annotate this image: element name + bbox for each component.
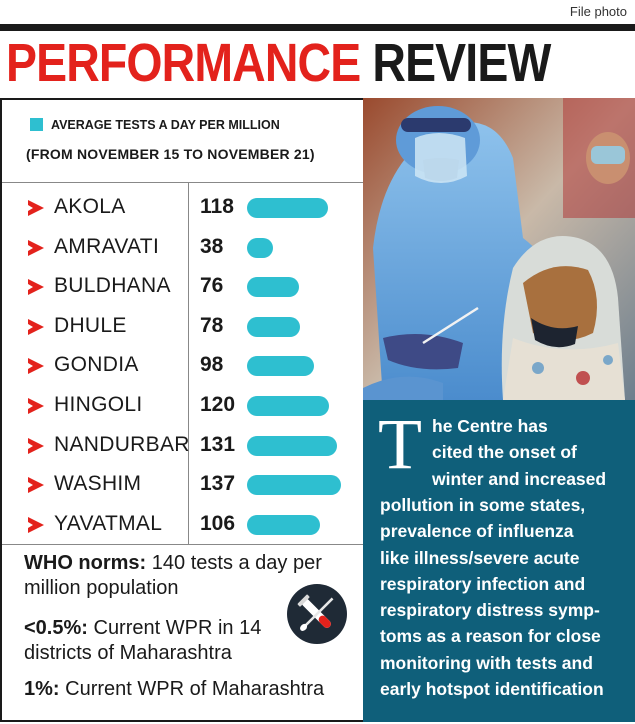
test-tube-icon [287, 584, 347, 644]
bar-row: DHULE 78 [0, 313, 363, 343]
value-label: 120 [200, 393, 236, 416]
panel-line: respiratory infection and [380, 573, 586, 594]
district-label: WASHIM [54, 472, 142, 496]
panel-line: early hotspot identification [380, 679, 604, 699]
panel-line: like illness/severe acute [380, 547, 580, 568]
bar-row: BULDHANA 76 [0, 273, 363, 303]
panel-line: he Centre has [432, 416, 548, 436]
top-rule [0, 24, 635, 31]
red-arrow-icon [28, 239, 44, 256]
bar [247, 277, 300, 298]
chart-subtitle: (FROM NOVEMBER 15 TO NOVEMBER 21) [26, 146, 315, 162]
value-label: 131 [200, 432, 236, 456]
red-arrow-icon [28, 437, 44, 454]
chart-legend: AVERAGE TESTS A DAY PER MILLION [30, 118, 280, 132]
bar [247, 396, 330, 416]
district-label: HINGOLI [54, 393, 143, 416]
district-label: BULDHANA [54, 274, 171, 298]
bar [247, 198, 328, 218]
photo-credit: File photo [569, 4, 627, 19]
bar-row: HINGOLI 120 [0, 392, 363, 422]
red-arrow-icon [28, 477, 44, 494]
bar [247, 237, 274, 258]
district-label: DHULE [54, 313, 127, 337]
district-label: YAVATMAL [54, 511, 163, 535]
column-divider [188, 182, 189, 544]
red-arrow-icon [28, 516, 44, 533]
bar [247, 316, 301, 337]
bar [247, 435, 337, 456]
health-worker-swab-photo [363, 98, 635, 400]
bar-row: NANDURBAR 131 [0, 432, 363, 462]
district-label: NANDURBAR [54, 432, 190, 456]
who-norms-note: WHO norms: 140 tests a day per million p… [24, 551, 324, 601]
panel-line: toms as a reason for close [380, 626, 601, 647]
who-norms-label: WHO norms: [24, 552, 147, 574]
value-label: 118 [200, 195, 234, 218]
value-label: 106 [200, 511, 236, 535]
wpr-state-label: 1%: [24, 678, 60, 700]
panel-dropcap: T [378, 404, 422, 484]
legend-swatch [30, 118, 43, 131]
value-label: 98 [200, 353, 224, 377]
who-norms-text: 140 tests a day per million population [24, 552, 322, 599]
bar-row: WASHIM 137 [0, 471, 363, 501]
value-label: 76 [200, 274, 224, 298]
red-arrow-icon [28, 398, 44, 414]
panel-line: prevalence of influenza [380, 521, 574, 542]
headline: PERFORMANCE REVIEW [6, 32, 551, 94]
legend-label: AVERAGE TESTS A DAY PER MILLION [51, 118, 280, 132]
bar [247, 514, 320, 535]
value-label: 38 [200, 234, 224, 258]
bar-row: AMRAVATI 38 [0, 234, 363, 264]
panel-line: monitoring with tests and [380, 652, 593, 673]
panel-line: pollution in some states, [380, 494, 586, 515]
headline-black: REVIEW [372, 33, 551, 93]
text-panel [363, 400, 635, 722]
value-label: 137 [200, 472, 236, 496]
wpr-state-text: Current WPR of Maharashtra [59, 678, 325, 700]
bar-row: AKOLA 118 [0, 194, 363, 224]
bar-row: YAVATMAL 106 [0, 511, 363, 541]
red-arrow-icon [28, 318, 44, 335]
district-label: AMRAVATI [54, 234, 160, 258]
panel-line: respiratory distress symp- [380, 600, 600, 621]
divider [2, 544, 363, 545]
wpr-districts-note: <0.5%: Current WPR in 14 districts of Ma… [24, 616, 294, 666]
value-label: 78 [200, 313, 224, 337]
red-arrow-icon [28, 358, 44, 375]
red-arrow-icon [28, 279, 44, 296]
wpr-state-note: 1%: Current WPR of Maharashtra [24, 678, 324, 701]
bar [247, 356, 315, 377]
red-arrow-icon [28, 200, 44, 216]
district-label: AKOLA [54, 195, 126, 218]
district-label: GONDIA [54, 353, 139, 377]
bar-row: GONDIA 98 [0, 352, 363, 382]
wpr-districts-label: <0.5%: [24, 617, 88, 639]
panel-line: cited the onset of [432, 442, 577, 463]
headline-red: PERFORMANCE [6, 33, 361, 93]
panel-line: winter and increased [432, 468, 607, 489]
divider [2, 182, 363, 183]
wpr-districts-text: Current WPR in 14 districts of Maharasht… [24, 617, 262, 664]
bar [247, 475, 341, 496]
